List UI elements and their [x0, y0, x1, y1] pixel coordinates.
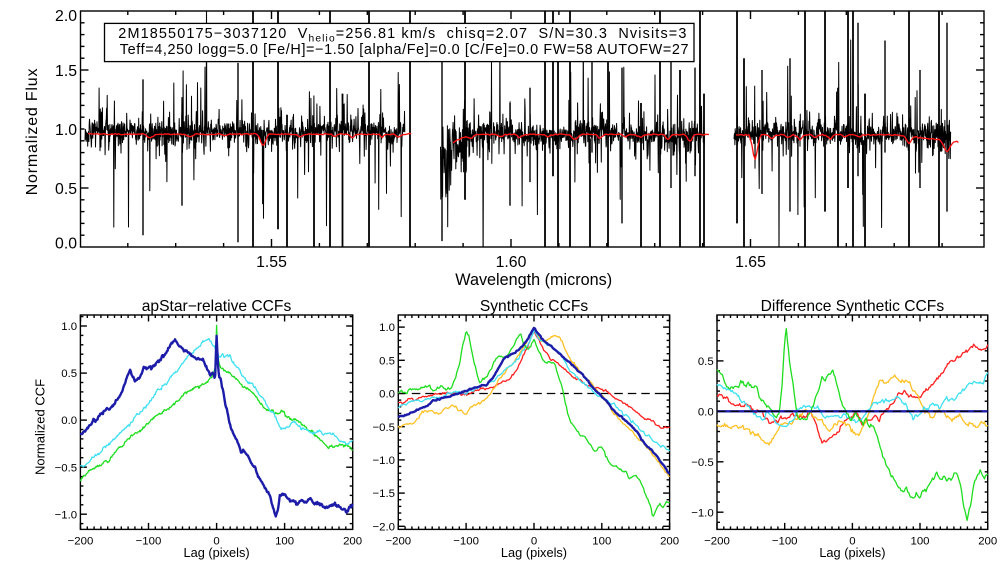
- svg-text:Lag (pixels): Lag (pixels): [501, 545, 567, 560]
- svg-text:200: 200: [343, 536, 362, 548]
- svg-text:0: 0: [213, 536, 219, 548]
- svg-text:1.0: 1.0: [61, 321, 77, 333]
- svg-text:200: 200: [978, 536, 997, 548]
- svg-text:2.0: 2.0: [55, 8, 77, 25]
- svg-text:−100: −100: [453, 536, 479, 548]
- svg-text:1.55: 1.55: [256, 254, 287, 271]
- svg-text:−200: −200: [385, 536, 411, 548]
- svg-text:−200: −200: [704, 536, 730, 548]
- svg-text:−1.0: −1.0: [373, 455, 396, 467]
- svg-text:−200: −200: [68, 536, 94, 548]
- svg-text:−1.5: −1.5: [373, 488, 396, 500]
- svg-text:−2.0: −2.0: [373, 521, 396, 533]
- svg-text:0.5: 0.5: [379, 355, 395, 367]
- svg-text:−0.5: −0.5: [691, 457, 714, 469]
- svg-text:1.5: 1.5: [55, 63, 77, 80]
- svg-text:0.5: 0.5: [698, 356, 714, 368]
- svg-text:Lag (pixels): Lag (pixels): [819, 545, 885, 560]
- svg-text:0: 0: [849, 536, 855, 548]
- svg-text:−0.5: −0.5: [55, 462, 78, 474]
- svg-text:100: 100: [275, 536, 294, 548]
- svg-text:200: 200: [660, 536, 679, 548]
- svg-text:Normalized CCF: Normalized CCF: [33, 379, 48, 475]
- svg-text:Difference Synthetic CCFs: Difference Synthetic CCFs: [761, 298, 945, 315]
- svg-text:Lag (pixels): Lag (pixels): [184, 545, 250, 560]
- svg-text:apStar−relative CCFs: apStar−relative CCFs: [142, 298, 292, 315]
- svg-text:0: 0: [531, 536, 537, 548]
- svg-text:Normalized Flux: Normalized Flux: [24, 68, 41, 196]
- svg-text:−100: −100: [136, 536, 162, 548]
- svg-text:Teff=4,250 logg=5.0 [Fe/H]=−1.: Teff=4,250 logg=5.0 [Fe/H]=−1.50 [alpha/…: [120, 42, 689, 58]
- svg-text:0.0: 0.0: [698, 406, 714, 418]
- svg-text:0.0: 0.0: [61, 415, 77, 427]
- svg-text:100: 100: [910, 536, 929, 548]
- svg-text:1.60: 1.60: [496, 254, 527, 271]
- svg-text:Synthetic CCFs: Synthetic CCFs: [480, 298, 589, 315]
- svg-text:1.65: 1.65: [735, 254, 766, 271]
- svg-text:−100: −100: [772, 536, 798, 548]
- svg-text:−0.5: −0.5: [373, 422, 396, 434]
- svg-text:1.0: 1.0: [379, 322, 395, 334]
- svg-text:0.0: 0.0: [55, 235, 77, 252]
- svg-text:0.5: 0.5: [61, 368, 77, 380]
- svg-text:100: 100: [592, 536, 611, 548]
- svg-text:0.0: 0.0: [379, 389, 395, 401]
- svg-text:2M18550175−3037120 Vhelio=256: 2M18550175−3037120 Vhelio=256.81 km/s ch…: [118, 26, 687, 44]
- svg-text:0.5: 0.5: [55, 181, 77, 198]
- svg-text:−1.0: −1.0: [691, 507, 714, 519]
- svg-text:Wavelength (microns): Wavelength (microns): [455, 271, 612, 289]
- svg-text:1.0: 1.0: [55, 122, 77, 139]
- svg-text:−1.0: −1.0: [55, 509, 78, 521]
